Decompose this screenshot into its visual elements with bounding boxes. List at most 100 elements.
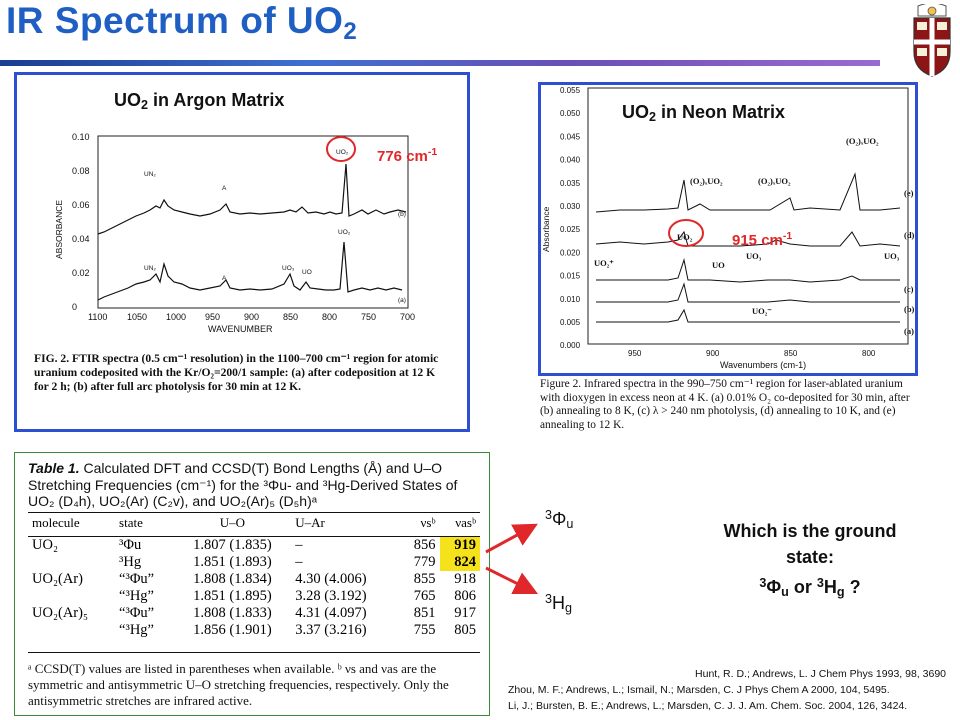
question-line-3: 3Φu or 3Hg ? [759,576,861,599]
argon-x-tick-label: 1100 [88,312,107,322]
neon-label-uo: UO [712,260,725,270]
state-phi-u: 3Φu [545,508,574,531]
argon-y-tick-label: 0.06 [72,200,90,210]
ground-state-question: Which is the ground state: 3Φu or 3Hg ? [690,518,930,605]
neon-figure-caption: Figure 2. Infrared spectra in the 990–75… [540,378,910,431]
argon-x-tick-label: 750 [361,312,376,322]
table-row: UO₂(Ar)₅ “³Φu” 1.808 (1.833) 4.31 (4.097) 85… [28,605,480,622]
table-cell-state: “³Hg” [119,587,154,604]
table-cell-vs: 765 [413,587,436,604]
argon-x-tick-label: 950 [205,312,220,322]
table-row: UO₂(Ar) “³Φu” 1.808 (1.834) 4.30 (4.006) 855… [28,571,480,588]
argon-label-a-top: A [222,185,227,192]
neon-panel-heading: UO2 in Neon Matrix [620,102,788,124]
neon-y-tick-label: 0.005 [560,318,581,327]
reference-1: Hunt, R. D.; Andrews, L. J Chem Phys 199… [695,668,946,680]
argon-spectrum-panel [14,72,470,432]
table-cell-vs: 856 [413,536,436,553]
table-cell-uo: 1.851 (1.893) [193,553,272,570]
table-top-rule [28,512,480,513]
neon-x-axis-label: Wavenumbers (cm-1) [720,360,806,370]
table-panel [14,452,490,716]
state-h-g: 3Hg [545,592,573,615]
neon-y-tick-label: 0.055 [560,86,581,95]
argon-spectrum-plot: ABSORBANCE 0.10 0.08 0.06 0.04 0.02 0 1100 105… [54,132,415,334]
table-cell-vas: 919 [439,536,480,554]
table-cell-molecule [28,588,115,605]
neon-peak-circle [668,219,704,247]
neon-trace-label-d: (d) [904,230,915,240]
table-cell-molecule: UO₂ [32,536,58,553]
table-cell-state: “³Hg” [119,621,154,638]
references: Hunt, R. D.; Andrews, L. J Chem Phys 199… [508,666,954,714]
neon-label-o2x-uo2-right: (O₂)ₓUO₂ [846,136,879,146]
neon-trace-label-b: (b) [904,304,915,314]
neon-label-o2x-uo2-mid: (O₂)ₓUO₂ [758,176,791,186]
bond-length-table: molecule state U–O U–Ar νsᵇ νasᵇ UO₂ ³Φu 1… [28,515,480,639]
argon-label-a-bottom: A [222,275,227,282]
question-line-1: Which is the ground [723,521,897,541]
neon-y-tick-label: 0.030 [560,202,581,211]
table-row: “³Hg” 1.851 (1.895) 3.28 (3.192) 765 806 [28,588,480,605]
table-cell-molecule [28,622,115,639]
neon-x-tick-label: 850 [784,349,798,358]
table-cell-uo: 1.851 (1.895) [193,587,272,604]
table-header-u-ar: U–Ar [295,515,325,531]
argon-x-tick-label: 800 [322,312,337,322]
neon-y-tick-label: 0.000 [560,341,581,350]
argon-x-tick-label: 900 [244,312,259,322]
question-line-2: state: [785,547,834,567]
table-cell-vs: 855 [413,570,436,587]
neon-spectrum-panel [538,82,918,376]
table-cell-vs: 851 [413,604,436,621]
argon-y-tick-label: 0.08 [72,166,90,176]
argon-panel-heading: UO2 in Argon Matrix [114,90,285,112]
table-cell-vas: 805 [454,621,476,638]
neon-y-tick-label: 0.040 [560,156,581,165]
neon-label-o2x-uo2-left: (O₂)ₓUO₂ [690,176,723,186]
table-cell-molecule: UO₂(Ar)₅ [32,604,89,621]
table-cell-state: ³Φu [119,536,142,553]
table-cell-molecule [28,554,115,571]
argon-y-tick-label: 0.10 [72,132,90,142]
table-cell-vas: 917 [454,604,476,621]
table-header-state: state [119,515,143,531]
table-cell-vs: 779 [413,553,436,570]
argon-figure-caption: FIG. 2. FTIR spectra (0.5 cm⁻¹ resolutio… [34,352,439,393]
argon-y-tick-label: 0.02 [72,268,90,278]
table-cell-vas: 824 [439,553,480,571]
table-cell-uo: 1.856 (1.901) [193,621,272,638]
table-header-row: molecule state U–O U–Ar νsᵇ νasᵇ [28,515,480,532]
table-header-molecule: molecule [32,515,80,531]
table-cell-state: ³Hg [119,553,142,570]
neon-label-uo2: UO₂ [677,232,693,242]
argon-trace-label-b: (b) [398,211,406,218]
table-footnote: ᵃ CCSD(T) values are listed in parenthes… [28,661,449,708]
table-header-u-o: U–O [219,515,246,531]
neon-x-tick-label: 900 [706,349,720,358]
argon-peak-circle [326,136,356,162]
arrow-to-phi-u [485,523,538,554]
table-cell-uar: 3.28 (3.192) [295,587,367,604]
reference-2: Zhou, M. F.; Andrews, L.; Ismail, N.; Ma… [508,684,890,696]
neon-label-uo2-minus: UO₂⁻ [752,306,772,316]
table-bottom-rule [28,652,480,653]
table-header-vas: νasᵇ [455,515,476,531]
slide-title: IR Spectrum of UO2 [6,0,358,45]
table-cell-vs: 755 [413,621,436,638]
argon-peak-label: 776 cm-1 [377,146,438,165]
neon-y-axis-label: Absorbance [541,206,551,252]
neon-label-uo3-mid: UO₃ [746,251,762,261]
neon-y-tick-label: 0.020 [560,248,581,257]
table-cell-vas: 918 [454,570,476,587]
table-cell-uo: 1.808 (1.834) [193,570,272,587]
table-header-vs: νsᵇ [420,515,436,531]
neon-trace-label-c: (c) [904,284,914,294]
argon-label-uo2-top: UO₂ [336,149,349,156]
neon-y-tick-label: 0.015 [560,272,581,281]
table-cell-uo: 1.807 (1.835) [193,536,272,553]
table-cell-uar: 4.31 (4.097) [295,604,367,621]
table-cell-uar: 4.30 (4.006) [295,570,367,587]
table-cell-uar: 3.37 (3.216) [295,621,367,638]
neon-x-tick-label: 800 [862,349,876,358]
